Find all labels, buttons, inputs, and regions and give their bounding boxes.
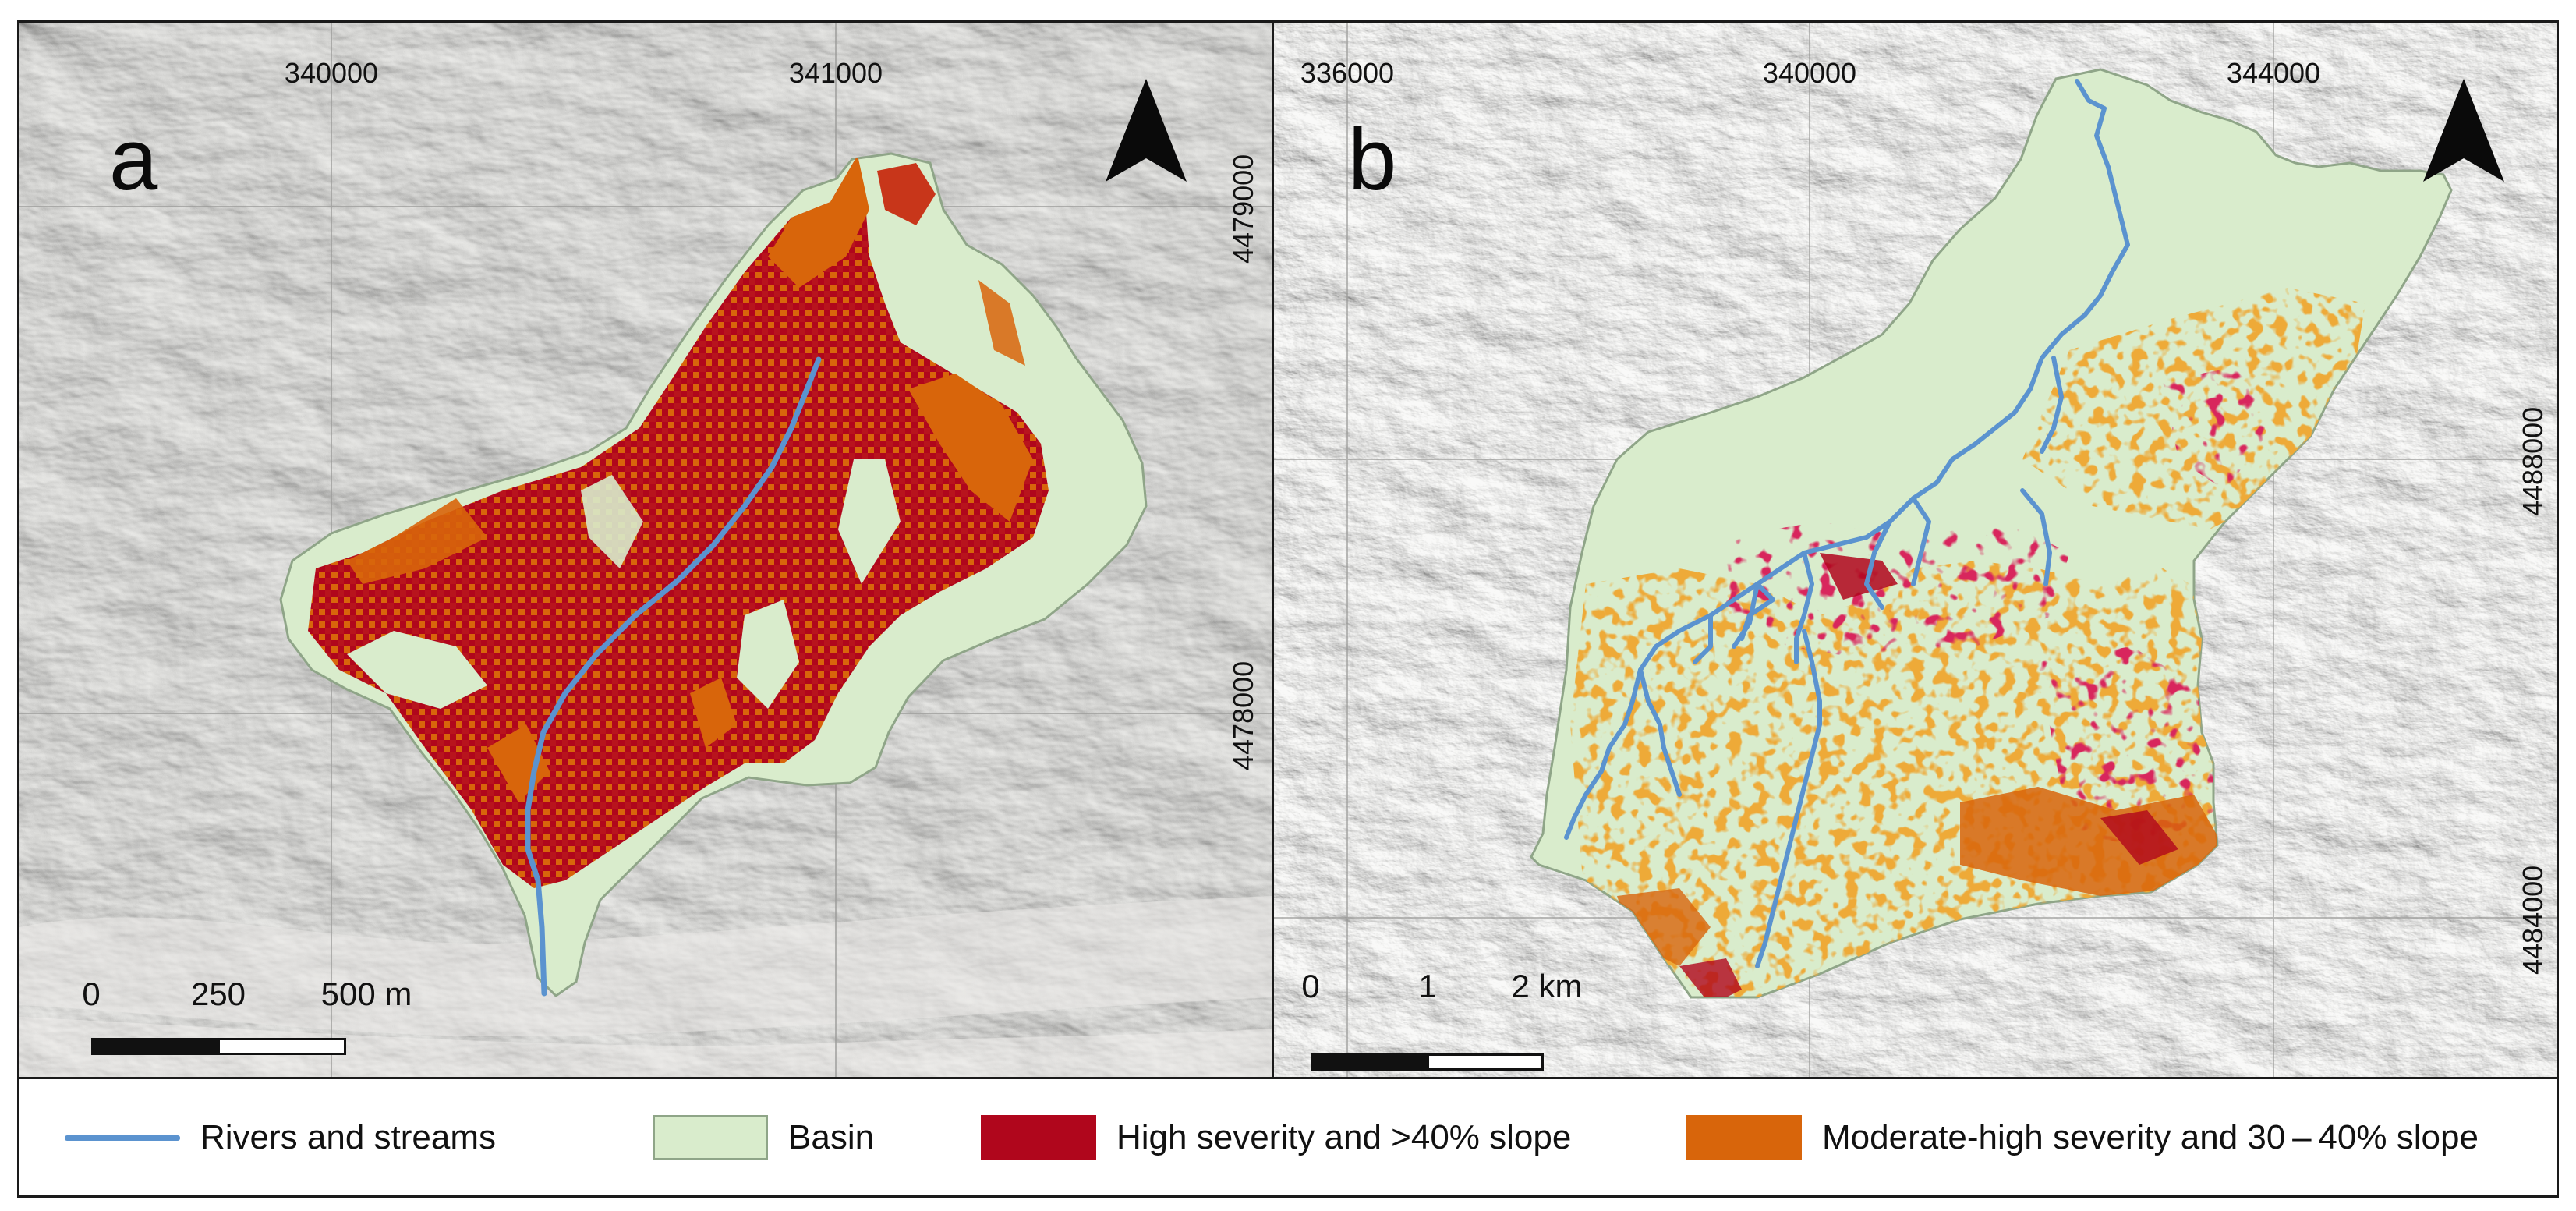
northing-label-b-2: 4484000 [2517, 865, 2549, 975]
panel-label-b: b [1348, 111, 1397, 208]
legend-label-moderate-severity: Moderate-high severity and 30 – 40% slop… [1822, 1118, 2479, 1156]
map-legend: Rivers and streams Basin High severity a… [19, 1079, 2557, 1196]
map-panel-a[interactable]: 340000 341000 4479000 4478000 a 0 250 50… [19, 23, 1272, 1077]
northing-label-b-1: 4488000 [2517, 406, 2549, 516]
scale-label-a-2: 500 m [320, 976, 412, 1012]
high-severity-area-a [308, 155, 1049, 888]
high-severity-swatch [981, 1115, 1096, 1160]
scale-segment-b-light [1427, 1053, 1544, 1071]
legend-item-high-severity: High severity and >40% slope [981, 1079, 1571, 1196]
legend-item-rivers: Rivers and streams [65, 1079, 496, 1196]
legend-item-moderate-severity: Moderate-high severity and 30 – 40% slop… [1686, 1079, 2479, 1196]
legend-label-rivers: Rivers and streams [200, 1118, 497, 1156]
river-network-b [1564, 79, 2130, 968]
scale-label-b-1: 1 [1418, 968, 1437, 1004]
legend-item-basin: Basin [653, 1079, 874, 1196]
scale-label-b-0: 0 [1301, 968, 1320, 1004]
easting-label-b-2: 340000 [1762, 57, 1857, 89]
map-canvas-b [1274, 23, 2557, 1077]
scale-label-a-1: 250 [190, 976, 246, 1012]
map-panel-b[interactable]: 336000 340000 344000 4488000 4484000 b 0… [1274, 23, 2557, 1077]
northing-label-a-1: 4479000 [1227, 154, 1259, 264]
scale-segment-a-light [218, 1038, 346, 1055]
northing-label-a-2: 4478000 [1227, 660, 1259, 770]
scale-label-b-2: 2 km [1511, 968, 1583, 1004]
panel-divider [1272, 23, 1274, 1077]
scale-segment-b-dark [1311, 1053, 1429, 1071]
map-canvas-a [19, 23, 1272, 1077]
river-line-swatch [65, 1115, 180, 1160]
easting-label-b-1: 336000 [1300, 57, 1395, 89]
panel-label-a: a [109, 111, 158, 208]
legend-label-basin: Basin [788, 1118, 875, 1156]
scale-segment-a-dark [91, 1038, 220, 1055]
legend-label-high-severity: High severity and >40% slope [1116, 1118, 1572, 1156]
easting-label-b-3: 344000 [2226, 57, 2321, 89]
river-a [525, 356, 822, 997]
scale-label-a-0: 0 [82, 976, 101, 1012]
north-arrow-icon [1106, 79, 1187, 182]
scale-bar-b: 0 1 2 km [1297, 968, 1583, 1071]
north-arrow-icon [2423, 79, 2504, 182]
easting-label-a-1: 340000 [284, 57, 379, 89]
scale-bar-a: 0 250 500 m [70, 976, 412, 1061]
easting-label-a-2: 341000 [788, 57, 883, 89]
moderate-severity-swatch [1686, 1115, 1802, 1160]
legend-divider [19, 1077, 2557, 1079]
basin-swatch [653, 1115, 768, 1160]
